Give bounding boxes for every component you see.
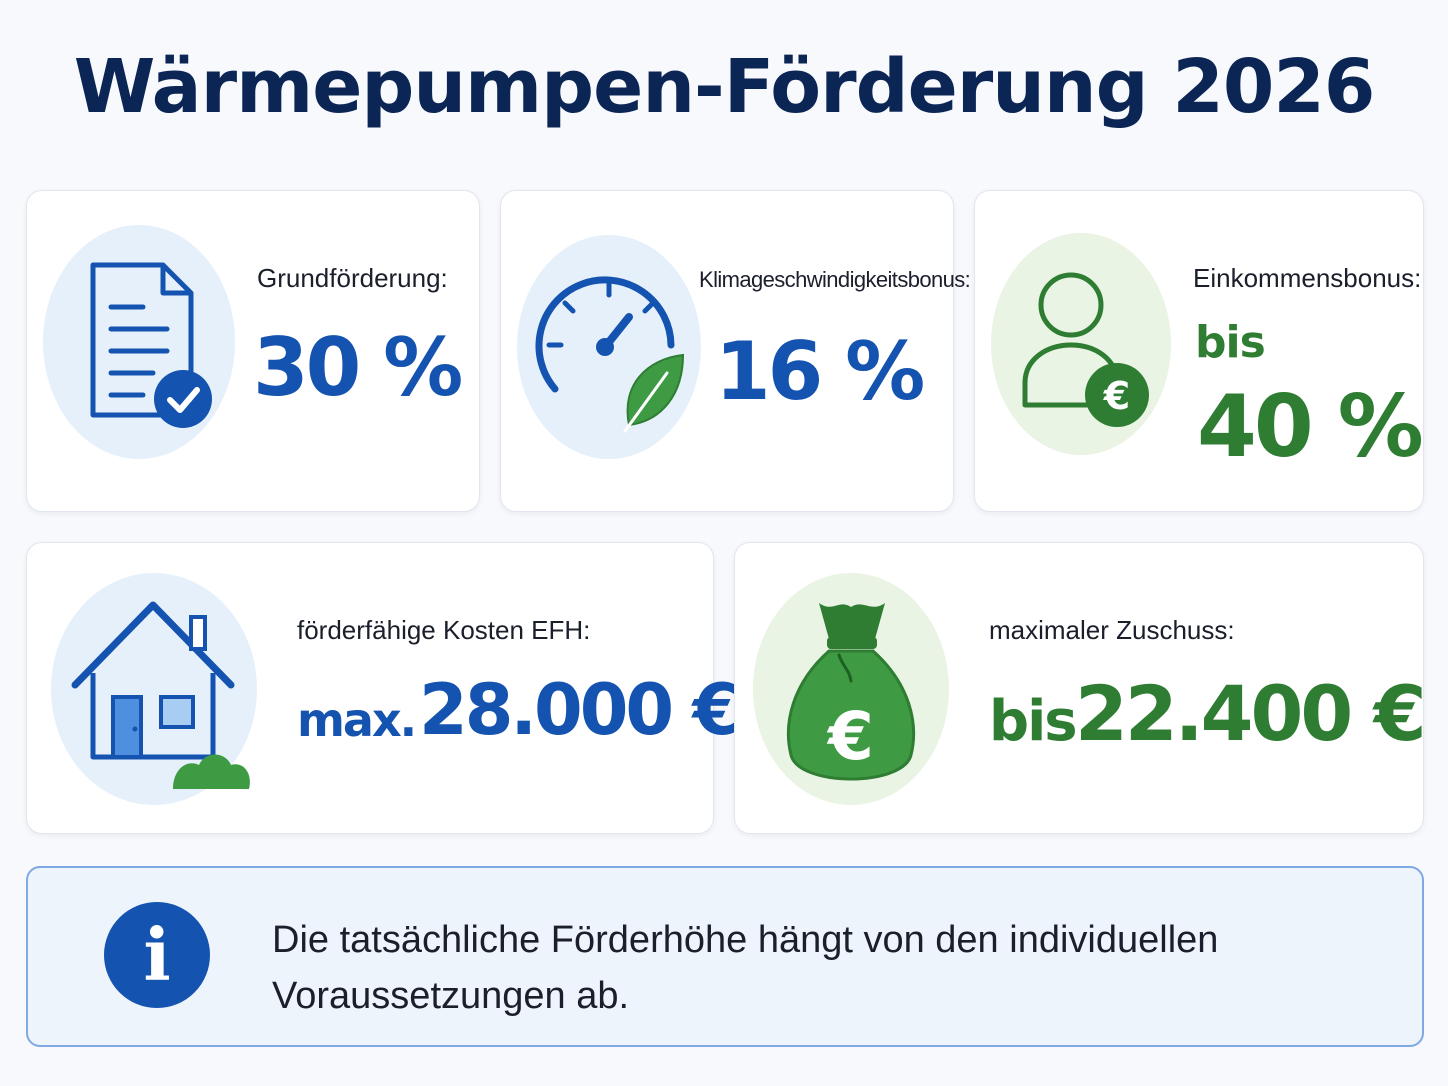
card-kosten: förderfähige Kosten EFH: max. 28.000 € <box>26 542 741 834</box>
kosten-value: 28.000 € <box>419 669 741 751</box>
document-check-icon <box>43 225 235 459</box>
house-icon <box>51 573 257 805</box>
zuschuss-value: 22.400 € <box>1075 669 1427 758</box>
zuschuss-label: maximaler Zuschuss: <box>989 615 1235 645</box>
card-klimabonus: Klimageschwindigkeitsbonus: 16 % <box>500 190 971 512</box>
kosten-label: förderfähige Kosten EFH: <box>297 615 591 645</box>
kosten-prefix: max. <box>297 693 417 747</box>
grundfoerderung-value: 30 % <box>253 321 463 414</box>
page-title: Wärmepumpen-Förderung 2026 <box>73 44 1376 130</box>
einkommensbonus-value: 40 % <box>1197 377 1424 477</box>
klimabonus-label: Klimageschwindigkeitsbonus: <box>699 267 971 292</box>
card-grundfoerderung: Grundförderung: 30 % <box>26 190 480 512</box>
card-einkommensbonus: € Einkommensbonus: bis 40 % <box>974 190 1424 512</box>
person-euro-icon: € <box>991 233 1171 455</box>
card-zuschuss: € maximaler Zuschuss: bis 22.400 € <box>734 542 1427 834</box>
svg-text:€: € <box>826 698 874 775</box>
zuschuss-prefix: bis <box>989 689 1078 754</box>
svg-text:€: € <box>1103 374 1130 418</box>
info-icon: i <box>104 902 210 1008</box>
info-box: i Die tatsächliche Förderhöhe hängt von … <box>26 866 1424 1047</box>
klimabonus-value: 16 % <box>715 325 925 418</box>
money-bag-euro-icon: € <box>753 573 949 805</box>
speedometer-leaf-icon <box>517 235 701 459</box>
einkommensbonus-label: Einkommensbonus: <box>1193 263 1422 293</box>
info-text: Die tatsächliche Förderhöhe hängt von de… <box>272 919 1219 1017</box>
grundfoerderung-label: Grundförderung: <box>257 263 448 293</box>
einkommensbonus-prefix: bis <box>1195 317 1266 368</box>
